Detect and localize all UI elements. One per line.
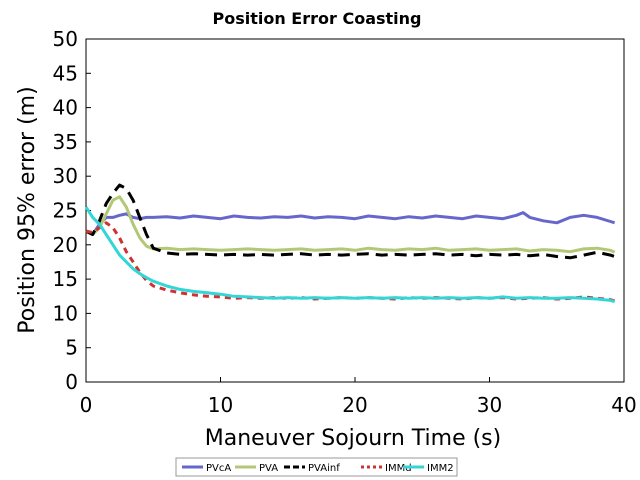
x-tick-label: 20: [342, 393, 367, 417]
y-tick-label: 40: [53, 96, 78, 120]
plot-border: [85, 38, 625, 383]
x-axis-label: Maneuver Sojourn Time (s): [205, 426, 501, 451]
legend: PVcA PVA PVAinf IMMd IMM2: [175, 457, 458, 477]
legend-label-pvca: PVcA: [206, 463, 231, 474]
legend-label-immd: IMMd: [385, 463, 412, 474]
x-axis: 0 10 20 30 40: [80, 377, 637, 417]
y-tick-label: 20: [53, 233, 78, 257]
y-tick-label: 50: [53, 27, 78, 51]
y-tick-label: 25: [53, 199, 78, 223]
y-tick-label: 0: [65, 370, 78, 394]
series-line-pvainf: [85, 183, 616, 260]
y-axis: 0 5 10 15 20 25 30 35 40 45 50: [53, 27, 91, 394]
series-lines: [84, 183, 616, 304]
chart-title: Position Error Coasting: [212, 9, 421, 28]
y-tick-label: 5: [65, 336, 78, 360]
x-tick-label: 30: [477, 393, 502, 417]
y-axis-label: Position 95% error (m): [15, 86, 40, 333]
plot-area: [85, 38, 625, 383]
legend-label-imm2: IMM2: [427, 463, 454, 474]
legend-box: [175, 457, 458, 477]
x-tick-label: 10: [208, 393, 233, 417]
series-line-pva: [85, 195, 616, 254]
x-tick-label: 0: [80, 393, 93, 417]
series-line-imm2: [84, 206, 616, 304]
y-tick-label: 30: [53, 164, 78, 188]
legend-label-pvainf: PVAinf: [308, 463, 340, 474]
y-tick-label: 45: [53, 61, 78, 85]
y-tick-label: 35: [53, 130, 78, 154]
y-tick-label: 15: [53, 267, 78, 291]
legend-label-pva: PVA: [259, 463, 278, 474]
y-tick-label: 10: [53, 301, 78, 325]
x-tick-label: 40: [611, 393, 636, 417]
series-line-pvca: [85, 211, 616, 236]
